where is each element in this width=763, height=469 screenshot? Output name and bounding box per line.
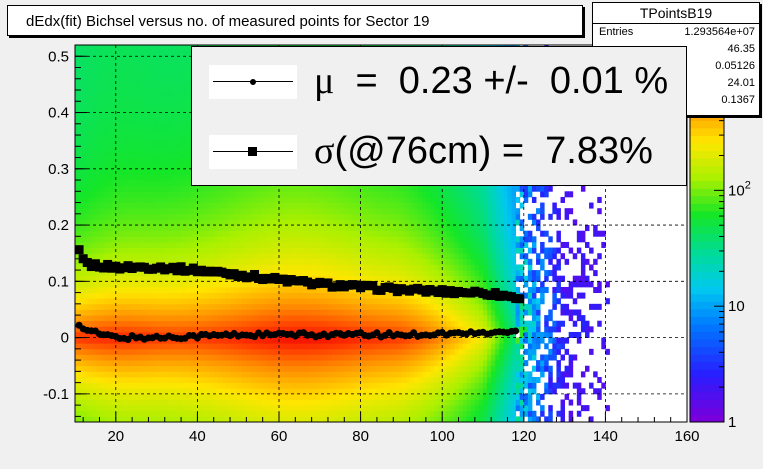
mu-point: [512, 327, 520, 335]
sigma-point: [368, 281, 378, 291]
z-tick-label: 1: [728, 414, 736, 431]
series-mu: [75, 321, 520, 344]
stats-row: Entries 1.293564e+07: [593, 24, 759, 41]
y-tick-label: 0.5: [48, 48, 69, 65]
y-tick-label: 0.2: [48, 217, 69, 234]
legend: μ = 0.23 +/- 0.01 % σ(@76cm) = 7.83%: [191, 46, 687, 186]
legend-entry-mu: μ = 0.23 +/- 0.01 %: [192, 47, 686, 117]
y-tick-label: 0.1: [48, 273, 69, 290]
stats-value: 24.01: [727, 77, 755, 89]
x-tick-label: 20: [107, 428, 124, 445]
sigma-point: [74, 245, 84, 255]
x-tick-label: 160: [674, 428, 699, 445]
y-tick-label: 0.4: [48, 105, 69, 122]
stats-row: 0.05126: [593, 58, 759, 75]
x-tick-label: 40: [189, 428, 206, 445]
x-tick-label: 60: [271, 428, 288, 445]
stats-value: 0.1367: [721, 94, 755, 106]
z-tick-exponent: 2: [745, 179, 751, 191]
mu-value-text: = 0.23 +/- 0.01 %: [334, 60, 669, 102]
series-markers: [74, 245, 525, 344]
stats-value: 1.293564e+07: [684, 26, 755, 38]
x-tick-label: 100: [430, 428, 455, 445]
stats-row: 46.35: [593, 41, 759, 58]
z-tick-label: 102: [728, 179, 751, 199]
sigma-point: [515, 294, 525, 304]
square-marker-icon: [248, 147, 257, 156]
stats-row: 0.1367: [593, 92, 759, 109]
legend-marker-sample: [209, 65, 297, 99]
legend-label-sigma: σ(@76cm) = 7.83%: [314, 126, 653, 176]
x-tick-label: 140: [593, 428, 618, 445]
legend-entry-sigma: σ(@76cm) = 7.83%: [192, 117, 686, 187]
axes: 20 40 60 80 100 120 140 160 -0.1 0 0.1 0.2 0.3 0.4 0.5: [43, 48, 699, 445]
z-tick-label: 10: [728, 298, 745, 315]
series-sigma: [74, 245, 525, 304]
x-tick-label: 80: [352, 428, 369, 445]
stats-value: 46.35: [727, 43, 755, 55]
legend-marker-sample: [209, 135, 297, 169]
y-tick-label: 0: [61, 330, 69, 347]
stats-label: Entries: [599, 26, 634, 38]
sigma-value-text: (@76cm) = 7.83%: [334, 130, 653, 172]
legend-label-mu: μ = 0.23 +/- 0.01 %: [314, 56, 668, 106]
y-tick-label: 0.3: [48, 161, 69, 178]
stats-histogram-name: TPointsB19: [593, 3, 759, 24]
x-tick-label: 120: [511, 428, 536, 445]
stats-value: 0.05126: [715, 60, 755, 72]
mu-symbol: μ: [314, 60, 335, 102]
dot-marker-icon: [250, 79, 256, 85]
chart-title: dEdx(fit) Bichsel versus no. of measured…: [7, 5, 583, 36]
stats-row: 24.01: [593, 75, 759, 92]
y-tick-label: -0.1: [43, 386, 69, 403]
sigma-symbol: σ: [314, 130, 335, 172]
